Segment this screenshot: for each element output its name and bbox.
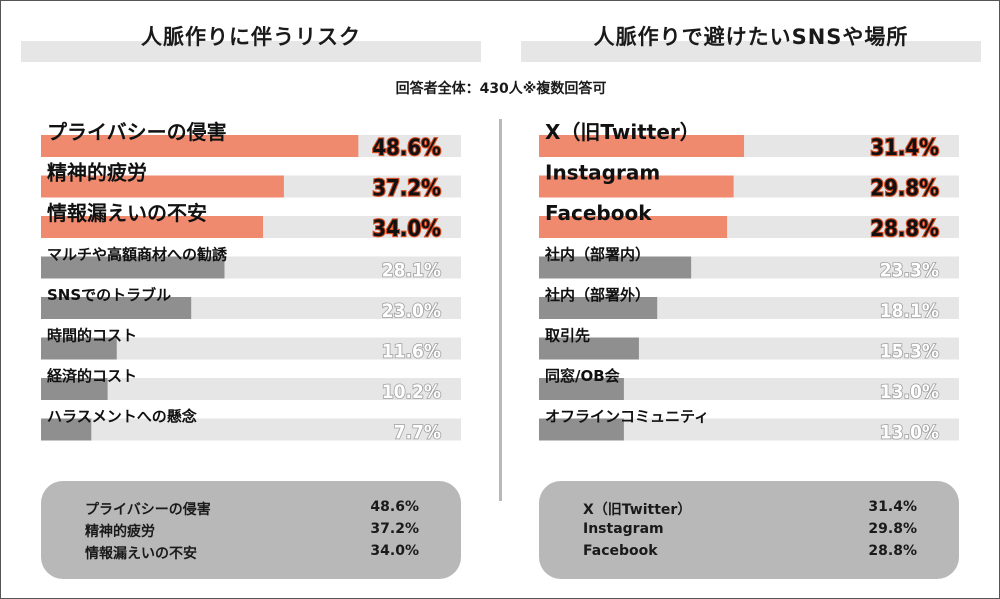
right-chart-title: 人脈作りで避けたいSNSや場所 <box>521 9 981 63</box>
bar <box>539 216 728 238</box>
summary-label: プライバシーの侵害 <box>85 502 211 518</box>
category-label: ハラスメントへの懸念 <box>47 408 197 426</box>
summary-label: Instagram <box>583 521 664 537</box>
category-label: オフラインコミュニティ <box>545 408 709 426</box>
summary-value: 37.2% <box>370 521 419 537</box>
bar-track <box>41 418 461 441</box>
right-title-band <box>521 41 981 62</box>
summary-value: 31.4% <box>868 499 917 515</box>
bar-track <box>41 378 461 400</box>
category-label: 社内（部署外） <box>544 286 650 304</box>
summary-label: 精神的疲労 <box>85 524 155 540</box>
category-label: 社内（部署内） <box>544 246 650 264</box>
value-label: 28.1% <box>382 260 441 282</box>
bar <box>539 297 658 319</box>
right-summary-row: Instagram 29.8% <box>539 521 959 541</box>
right-summary-row: Facebook 28.8% <box>539 543 959 563</box>
right-summary-box: X（旧Twitter） 31.4% Instagram 29.8% Facebo… <box>539 481 959 579</box>
bar-track <box>539 337 959 360</box>
value-label: 18.1% <box>880 300 939 322</box>
bar <box>539 418 624 441</box>
bar <box>41 216 264 238</box>
left-summary-row: プライバシーの侵害 48.6% <box>41 499 461 519</box>
category-label: 情報漏えいの不安 <box>47 201 207 225</box>
bar <box>41 378 108 400</box>
value-label: 29.8% <box>870 177 939 202</box>
summary-value: 29.8% <box>868 521 917 537</box>
summary-label: X（旧Twitter） <box>583 502 692 518</box>
category-label: X（旧Twitter） <box>545 120 700 144</box>
value-label: 48.6% <box>372 136 441 161</box>
bar <box>539 175 734 198</box>
value-label: 11.6% <box>382 341 441 363</box>
category-label: SNSでのトラブル <box>47 286 171 304</box>
respondents-note: 回答者全体：430人※複数回答可 <box>395 81 607 97</box>
category-label: 経済的コスト <box>47 367 137 385</box>
left-bar-chart: プライバシーの侵害 48.6% 精神的疲労 37.2% 情報漏えいの不安 34.0% マルチ… <box>41 120 461 444</box>
bar <box>539 337 639 360</box>
category-label: 精神的疲労 <box>47 161 147 185</box>
bar <box>41 135 359 157</box>
value-label: 13.0% <box>880 422 939 444</box>
value-label: 15.3% <box>880 341 939 363</box>
summary-label: 情報漏えいの不安 <box>85 546 197 562</box>
bar <box>41 297 192 319</box>
bar <box>539 135 745 157</box>
summary-value: 28.8% <box>868 543 917 559</box>
bar-track <box>539 418 959 441</box>
value-label: 34.0% <box>372 217 441 242</box>
category-label: Instagram <box>545 161 660 185</box>
bar <box>41 256 225 279</box>
center-divider <box>499 119 502 501</box>
summary-label: Facebook <box>583 543 658 559</box>
summary-value: 48.6% <box>370 499 419 515</box>
category-label: マルチや高額商材への勧誘 <box>47 246 228 264</box>
value-label: 13.0% <box>880 381 939 403</box>
category-label: Facebook <box>545 201 652 225</box>
value-label: 28.8% <box>870 217 939 242</box>
value-label: 37.2% <box>372 177 441 202</box>
category-label: 時間的コスト <box>47 327 137 345</box>
category-label: プライバシーの侵害 <box>47 120 227 144</box>
right-summary-row: X（旧Twitter） 31.4% <box>539 499 959 519</box>
category-label: 取引先 <box>545 327 590 345</box>
value-label: 23.3% <box>880 260 939 282</box>
value-label: 23.0% <box>382 300 441 322</box>
value-label: 7.7% <box>394 422 441 444</box>
bar-track <box>539 378 959 400</box>
bar <box>539 378 624 400</box>
right-title-text: 人脈作りで避けたいSNSや場所 <box>593 25 909 49</box>
left-summary-row: 精神的疲労 37.2% <box>41 521 461 541</box>
right-bar-chart: X（旧Twitter） 31.4% Instagram 29.8% Facebook 28… <box>539 120 959 444</box>
bar <box>41 337 117 360</box>
left-summary-row: 情報漏えいの不安 34.0% <box>41 543 461 563</box>
left-chart-title: 人脈作りに伴うリスク <box>21 9 481 63</box>
left-summary-box: プライバシーの侵害 48.6% 精神的疲労 37.2% 情報漏えいの不安 34.… <box>41 481 461 579</box>
value-label: 10.2% <box>382 381 441 403</box>
left-title-text: 人脈作りに伴うリスク <box>141 25 361 49</box>
category-label: 同窓/OB会 <box>545 367 620 385</box>
summary-value: 34.0% <box>370 543 419 559</box>
bar-charts: プライバシーの侵害 48.6% 精神的疲労 37.2% 情報漏えいの不安 34.0% マルチ… <box>41 120 959 444</box>
left-title-band <box>21 41 481 62</box>
bar-track <box>41 337 461 360</box>
bar <box>41 418 92 441</box>
bar <box>539 256 692 279</box>
bar <box>41 175 284 198</box>
value-label: 31.4% <box>870 136 939 161</box>
